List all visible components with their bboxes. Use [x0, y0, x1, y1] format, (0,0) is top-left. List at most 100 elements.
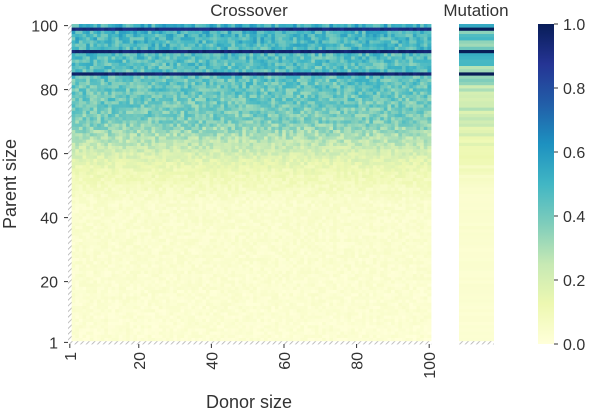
crossover-cell	[195, 267, 200, 271]
crossover-cell	[107, 193, 112, 198]
crossover-cell	[420, 340, 425, 345]
crossover-cell	[300, 238, 305, 242]
crossover-cell	[380, 219, 385, 223]
crossover-cell	[118, 334, 123, 338]
crossover-cell	[249, 196, 254, 201]
crossover-cell	[234, 228, 240, 233]
crossover-cell	[202, 184, 207, 188]
crossover-cell	[169, 187, 174, 191]
crossover-cell	[314, 251, 319, 255]
crossover-cell	[369, 273, 374, 278]
crossover-cell	[220, 331, 225, 335]
crossover-cell	[409, 184, 414, 188]
crossover-cell	[227, 203, 232, 207]
crossover-cell	[318, 190, 323, 194]
crossover-cell	[427, 200, 432, 204]
crossover-cell	[234, 244, 240, 249]
crossover-cell	[147, 219, 152, 223]
crossover-cell	[380, 251, 385, 255]
crossover-cell	[416, 241, 421, 246]
crossover-cell	[144, 318, 149, 322]
crossover-cell	[198, 200, 203, 204]
crossover-cell	[362, 299, 367, 303]
crossover-cell	[147, 216, 152, 220]
crossover-cell	[300, 276, 305, 281]
crossover-cell	[184, 324, 189, 329]
crossover-cell	[391, 209, 396, 214]
crossover-cell	[365, 334, 370, 338]
crossover-cell	[354, 302, 359, 306]
crossover-cell	[274, 299, 279, 303]
crossover-cell	[405, 264, 410, 268]
crossover-cell	[122, 318, 127, 322]
crossover-cell	[242, 219, 247, 223]
crossover-cell	[249, 312, 254, 316]
crossover-cell	[271, 193, 276, 198]
crossover-cell	[365, 260, 370, 265]
crossover-cell	[191, 318, 196, 322]
crossover-cell	[169, 238, 174, 242]
crossover-cell	[111, 251, 116, 255]
crossover-cell	[372, 270, 377, 274]
crossover-cell	[205, 312, 210, 316]
crossover-cell	[213, 334, 218, 338]
crossover-cell	[238, 276, 243, 281]
crossover-cell	[155, 331, 160, 335]
crossover-cell	[369, 289, 374, 294]
crossover-cell	[209, 292, 214, 297]
crossover-cell	[383, 219, 388, 223]
crossover-cell	[231, 324, 236, 329]
crossover-cell	[216, 244, 221, 249]
crossover-cell	[140, 308, 145, 313]
crossover-cell	[351, 302, 356, 306]
crossover-cell	[256, 308, 261, 313]
crossover-cell	[82, 257, 87, 262]
crossover-cell	[278, 257, 283, 262]
crossover-cell	[111, 241, 116, 246]
crossover-cell	[122, 203, 127, 207]
crossover-cell	[242, 187, 247, 191]
crossover-cell	[358, 232, 363, 236]
crossover-cell	[129, 212, 134, 217]
crossover-cell	[282, 321, 287, 326]
crossover-cell	[256, 283, 261, 287]
crossover-cell	[405, 184, 410, 188]
crossover-cell	[296, 260, 301, 265]
crossover-cell	[176, 212, 181, 217]
crossover-cell	[271, 200, 276, 204]
crossover-cell	[383, 302, 388, 306]
crossover-cell	[282, 312, 287, 316]
crossover-cell	[82, 305, 87, 310]
crossover-cell	[151, 184, 156, 188]
crossover-cell	[202, 340, 207, 345]
crossover-cell	[336, 267, 341, 271]
crossover-cell	[314, 302, 319, 306]
crossover-cell	[311, 321, 316, 326]
crossover-cell	[129, 324, 134, 329]
crossover-cell	[358, 337, 363, 342]
crossover-cell	[351, 241, 356, 246]
crossover-cell	[405, 232, 410, 236]
crossover-cell	[409, 203, 414, 207]
crossover-cell	[234, 238, 240, 242]
crossover-cell	[158, 280, 163, 284]
crossover-cell	[184, 248, 189, 252]
crossover-cell	[332, 200, 338, 204]
crossover-cell	[71, 187, 76, 191]
crossover-cell	[347, 196, 352, 201]
crossover-cell	[416, 321, 421, 326]
crossover-cell	[231, 340, 236, 345]
crossover-cell	[336, 318, 341, 322]
crossover-cell	[391, 340, 396, 345]
crossover-cell	[401, 334, 406, 338]
crossover-cell	[412, 241, 417, 246]
crossover-cell	[133, 264, 138, 268]
crossover-cell	[332, 321, 338, 326]
crossover-cell	[93, 270, 98, 274]
crossover-cell	[372, 232, 377, 236]
crossover-cell	[398, 286, 403, 290]
crossover-cell	[75, 184, 80, 188]
crossover-cell	[412, 260, 417, 265]
crossover-cell	[343, 241, 348, 246]
crossover-cell	[343, 216, 348, 220]
